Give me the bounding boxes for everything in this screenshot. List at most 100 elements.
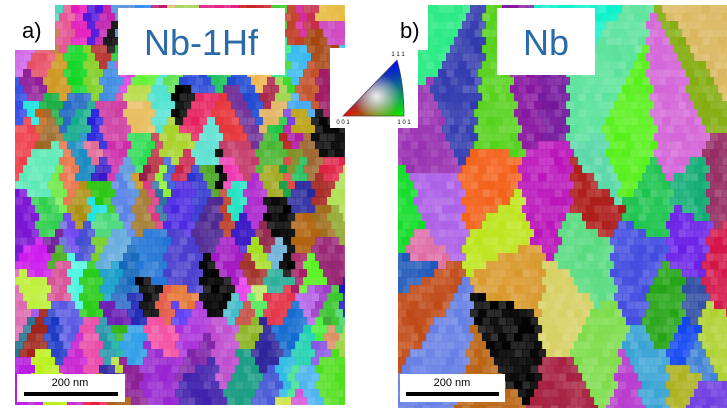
grain-cell	[514, 397, 523, 406]
grain-cell	[506, 173, 515, 182]
grain-cell	[15, 197, 24, 206]
grain-cell	[658, 77, 667, 86]
grain-cell	[259, 317, 268, 326]
grain-cell	[694, 117, 703, 126]
grain-cell	[626, 205, 635, 214]
grain-cell	[618, 109, 627, 118]
grain-cell	[394, 333, 403, 342]
grain-cell	[462, 293, 471, 302]
grain-cell	[418, 125, 427, 134]
grain-cell	[470, 117, 479, 126]
grain-cell	[131, 109, 140, 118]
grain-cell	[299, 157, 308, 166]
grain-cell	[490, 189, 499, 198]
grain-cell	[618, 157, 627, 166]
grain-cell	[486, 293, 495, 302]
grain-cell	[658, 285, 667, 294]
grain-cell	[446, 85, 455, 94]
grain-cell	[107, 189, 116, 198]
grain-cell	[426, 237, 435, 246]
grain-cell	[295, 101, 304, 110]
grain-cell	[251, 349, 260, 358]
grain-cell	[259, 349, 268, 358]
grain-cell	[462, 149, 471, 158]
grain-cell	[311, 181, 320, 190]
grain-cell	[526, 213, 535, 222]
grain-cell	[494, 293, 503, 302]
grain-cell	[19, 237, 28, 246]
grain-cell	[710, 261, 719, 270]
grain-cell	[155, 125, 164, 134]
grain-cell	[670, 133, 679, 142]
grain-cell	[590, 165, 599, 174]
grain-cell	[107, 365, 116, 374]
grain-cell	[642, 157, 651, 166]
grain-cell	[275, 269, 284, 278]
grain-cell	[127, 357, 136, 366]
grain-cell	[131, 141, 140, 150]
grain-cell	[558, 309, 567, 318]
grain-cell	[422, 133, 431, 142]
grain-cell	[418, 173, 427, 182]
grain-cell	[398, 181, 407, 190]
grain-cell	[159, 149, 168, 158]
grain-cell	[518, 389, 527, 398]
grain-cell	[79, 341, 88, 350]
grain-cell	[111, 245, 120, 254]
grain-cell	[47, 213, 56, 222]
grain-cell	[678, 181, 687, 190]
grain-cell	[167, 133, 176, 142]
grain-cell	[63, 101, 72, 110]
grain-cell	[267, 349, 276, 358]
grain-cell	[686, 229, 695, 238]
grain-cell	[546, 237, 555, 246]
grain-cell	[646, 389, 655, 398]
grain-cell	[646, 277, 655, 286]
grain-cell	[243, 205, 252, 214]
grain-cell	[179, 221, 188, 230]
grain-cell	[438, 53, 447, 62]
grain-cell	[63, 309, 72, 318]
grain-cell	[295, 37, 304, 46]
grain-cell	[566, 117, 575, 126]
grain-cell	[295, 325, 304, 334]
grain-cell	[219, 189, 228, 198]
grain-cell	[123, 141, 132, 150]
grain-cell	[706, 125, 715, 134]
grain-cell	[630, 197, 639, 206]
grain-cell	[135, 197, 144, 206]
grain-cell	[442, 29, 451, 38]
grain-cell	[307, 285, 316, 294]
grain-cell	[327, 277, 336, 286]
grain-cell	[327, 309, 336, 318]
grain-cell	[722, 109, 727, 118]
grain-cell	[71, 229, 80, 238]
grain-cell	[319, 181, 328, 190]
grain-cell	[167, 261, 176, 270]
grain-cell	[674, 381, 683, 390]
grain-cell	[446, 325, 455, 334]
grain-cell	[538, 381, 547, 390]
grain-cell	[103, 197, 112, 206]
grain-cell	[11, 173, 20, 182]
grain-cell	[606, 133, 615, 142]
grain-cell	[227, 109, 236, 118]
grain-cell	[594, 397, 603, 406]
grain-cell	[486, 37, 495, 46]
grain-cell	[215, 261, 224, 270]
grain-cell	[690, 333, 699, 342]
grain-cell	[674, 61, 683, 70]
grain-cell	[75, 301, 84, 310]
grain-cell	[410, 237, 419, 246]
grain-cell	[187, 125, 196, 134]
grain-cell	[231, 101, 240, 110]
grain-cell	[570, 205, 579, 214]
grain-cell	[199, 389, 208, 398]
grain-cell	[562, 365, 571, 374]
grain-cell	[426, 173, 435, 182]
grain-cell	[626, 301, 635, 310]
grain-cell	[159, 389, 168, 398]
grain-cell	[598, 293, 607, 302]
grain-cell	[59, 141, 68, 150]
grain-cell	[506, 285, 515, 294]
